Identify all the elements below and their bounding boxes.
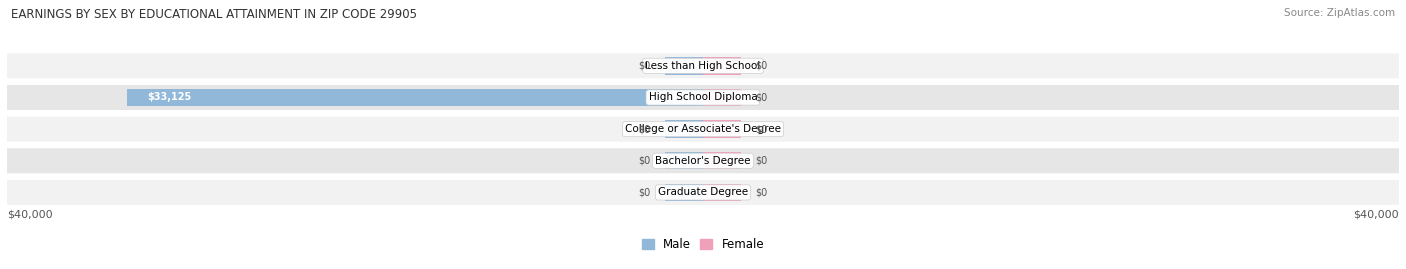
FancyBboxPatch shape — [7, 148, 1399, 173]
Bar — [665, 152, 703, 169]
FancyBboxPatch shape — [7, 53, 1399, 78]
FancyBboxPatch shape — [7, 117, 1399, 141]
Text: Bachelor's Degree: Bachelor's Degree — [655, 156, 751, 166]
Bar — [703, 121, 741, 138]
Text: $0: $0 — [638, 61, 651, 71]
Bar — [665, 184, 703, 201]
Text: Source: ZipAtlas.com: Source: ZipAtlas.com — [1284, 8, 1395, 18]
Text: High School Diploma: High School Diploma — [648, 93, 758, 102]
Text: $40,000: $40,000 — [7, 210, 52, 220]
Text: $0: $0 — [638, 187, 651, 197]
Bar — [665, 121, 703, 138]
Text: $0: $0 — [755, 61, 768, 71]
Text: Graduate Degree: Graduate Degree — [658, 187, 748, 197]
Text: College or Associate's Degree: College or Associate's Degree — [626, 124, 780, 134]
Bar — [703, 152, 741, 169]
FancyBboxPatch shape — [7, 180, 1399, 205]
Text: $33,125: $33,125 — [148, 93, 191, 102]
Text: $0: $0 — [755, 156, 768, 166]
Text: $0: $0 — [638, 156, 651, 166]
Bar — [703, 57, 741, 75]
Text: $0: $0 — [755, 187, 768, 197]
Legend: Male, Female: Male, Female — [637, 233, 769, 256]
Text: Less than High School: Less than High School — [645, 61, 761, 71]
Bar — [127, 89, 703, 106]
Text: $0: $0 — [755, 124, 768, 134]
Text: $0: $0 — [755, 93, 768, 102]
FancyBboxPatch shape — [7, 85, 1399, 110]
Text: EARNINGS BY SEX BY EDUCATIONAL ATTAINMENT IN ZIP CODE 29905: EARNINGS BY SEX BY EDUCATIONAL ATTAINMEN… — [11, 8, 418, 21]
Text: $0: $0 — [638, 124, 651, 134]
Text: $40,000: $40,000 — [1354, 210, 1399, 220]
Bar — [703, 89, 741, 106]
Bar — [665, 57, 703, 75]
Bar — [703, 184, 741, 201]
